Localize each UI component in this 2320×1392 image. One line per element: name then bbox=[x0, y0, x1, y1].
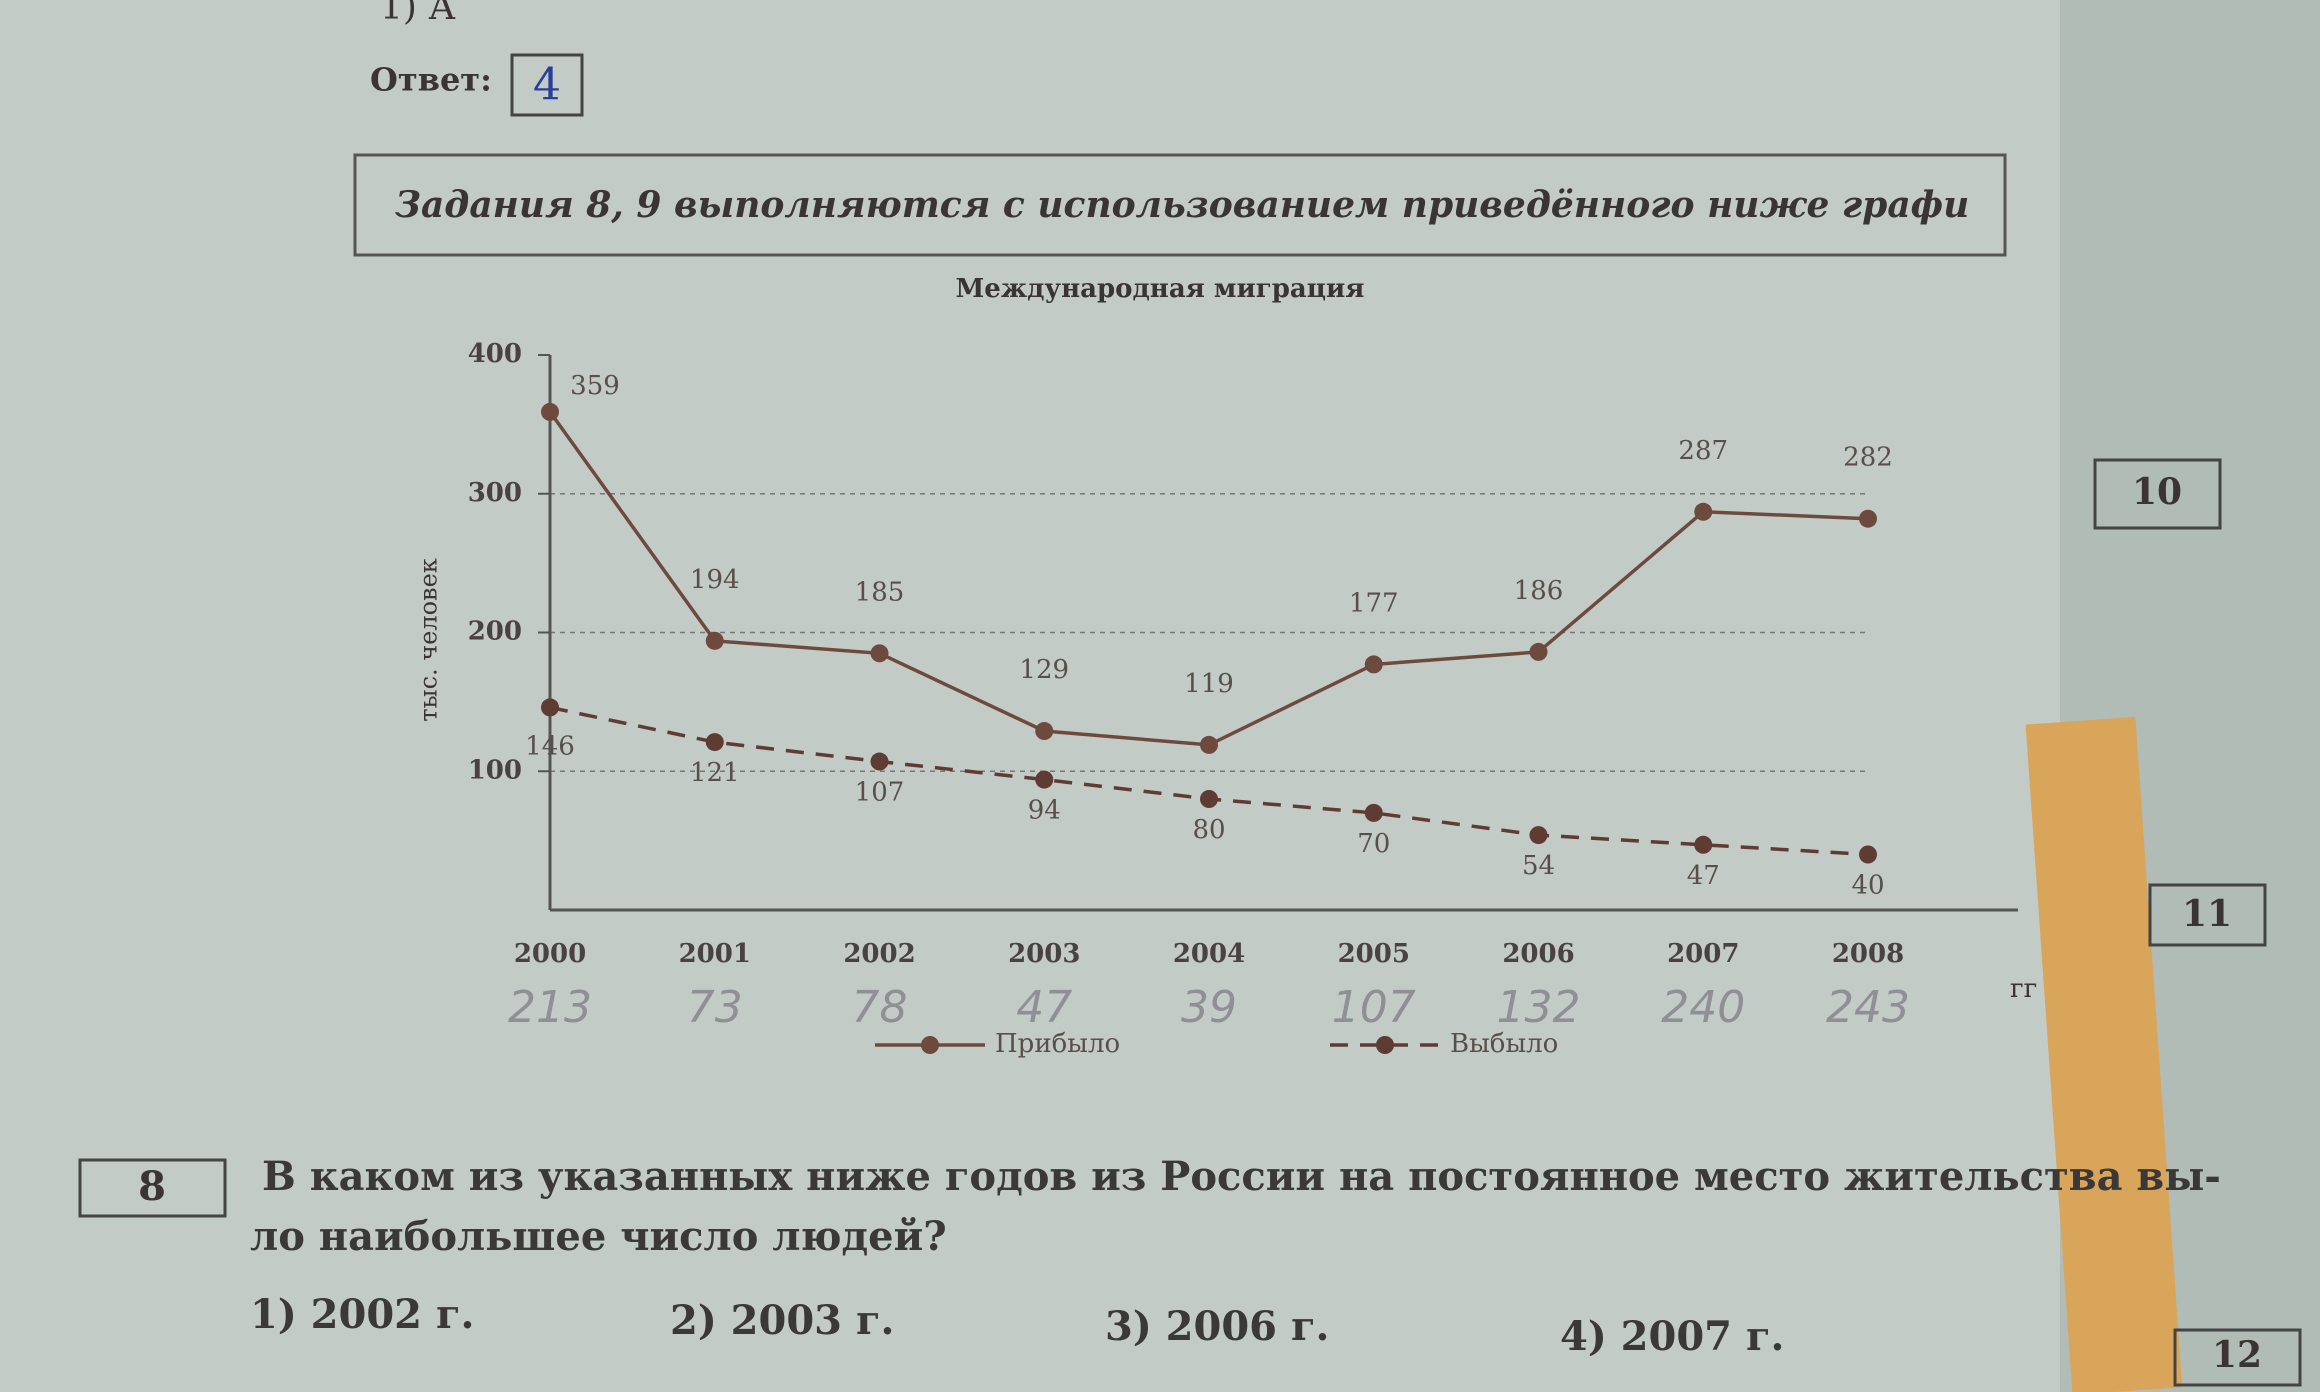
handwritten-note: 107 bbox=[1332, 982, 1416, 1033]
y-tick-label: 200 bbox=[468, 617, 522, 647]
handwritten-note: 132 bbox=[1497, 982, 1581, 1033]
side-number: 10 bbox=[2132, 471, 2182, 513]
side-box bbox=[2093, 458, 2222, 530]
data-label: 107 bbox=[855, 778, 905, 808]
legend-marker bbox=[921, 1036, 939, 1054]
data-point bbox=[1200, 735, 1218, 754]
x-tick-label: 2008 bbox=[1832, 939, 1904, 969]
data-label: 177 bbox=[1349, 588, 1399, 618]
y-tick-label: 300 bbox=[468, 478, 522, 508]
x-tick-label: 2004 bbox=[1173, 939, 1245, 969]
x-axis-label: гг bbox=[2010, 974, 2037, 1004]
data-point bbox=[870, 644, 889, 663]
data-label: 47 bbox=[1687, 861, 1720, 891]
handwritten-note: 47 bbox=[1016, 982, 1072, 1033]
y-tick-label: 100 bbox=[468, 755, 522, 785]
data-point bbox=[1859, 845, 1877, 864]
pencil bbox=[2025, 716, 2183, 1392]
x-tick-label: 2005 bbox=[1338, 939, 1410, 969]
x-tick-label: 2001 bbox=[679, 939, 751, 969]
prev-option: 1) А bbox=[380, 0, 456, 28]
handwritten-note: 39 bbox=[1181, 982, 1237, 1033]
data-point bbox=[541, 402, 559, 421]
question-text: В каком из указанных ниже годов из Росси… bbox=[262, 1153, 2221, 1200]
x-tick-label: 2002 bbox=[843, 939, 915, 969]
side-box bbox=[2148, 883, 2267, 947]
handwritten-note: 73 bbox=[687, 982, 743, 1033]
legend-label: Прибыло bbox=[995, 1029, 1120, 1059]
side-number: 12 bbox=[2212, 1334, 2262, 1376]
data-point bbox=[1200, 790, 1218, 808]
legend-label: Выбыло bbox=[1450, 1029, 1558, 1059]
data-label: 129 bbox=[1019, 655, 1069, 685]
data-point bbox=[1859, 509, 1877, 528]
handwritten-note: 240 bbox=[1661, 982, 1745, 1033]
y-tick-label: 400 bbox=[468, 339, 522, 369]
data-label: 80 bbox=[1192, 815, 1225, 845]
data-label: 121 bbox=[690, 758, 740, 788]
data-label: 287 bbox=[1678, 436, 1728, 466]
data-point bbox=[541, 698, 559, 717]
x-tick-label: 2000 bbox=[514, 939, 586, 969]
y-axis-label: тыс. человек bbox=[415, 558, 443, 722]
option: 2) 2003 г. bbox=[670, 1297, 894, 1344]
data-point bbox=[705, 733, 724, 752]
legend-marker bbox=[1376, 1036, 1394, 1054]
data-label: 146 bbox=[525, 731, 575, 761]
data-label: 194 bbox=[690, 565, 740, 595]
question-text: ло наибольшее число людей? bbox=[250, 1213, 947, 1260]
option: 3) 2006 г. bbox=[1105, 1303, 1329, 1350]
data-label: 119 bbox=[1184, 669, 1234, 699]
data-label: 70 bbox=[1357, 829, 1390, 859]
data-label: 185 bbox=[855, 577, 905, 607]
data-point bbox=[1035, 770, 1054, 789]
side-box bbox=[2173, 1328, 2302, 1387]
answer: 4 bbox=[533, 60, 561, 111]
data-point bbox=[1694, 502, 1713, 521]
data-label: 186 bbox=[1514, 576, 1564, 606]
data-point bbox=[1364, 655, 1383, 674]
x-tick-label: 2006 bbox=[1502, 939, 1574, 969]
answer-label: Ответ: bbox=[370, 61, 492, 99]
task-banner: Задания 8, 9 выполняются с использование… bbox=[395, 184, 1969, 226]
side-number: 11 bbox=[2182, 893, 2232, 935]
data-point bbox=[1529, 642, 1548, 661]
banner-box bbox=[353, 153, 2007, 257]
chart-title: Международная миграция bbox=[956, 274, 1365, 304]
data-label: 94 bbox=[1028, 796, 1061, 826]
data-point bbox=[705, 631, 724, 650]
handwritten-note: 213 bbox=[508, 982, 592, 1033]
handwritten-note: 78 bbox=[852, 982, 908, 1033]
option: 1) 2002 г. bbox=[250, 1291, 474, 1338]
data-label: 40 bbox=[1851, 871, 1884, 901]
data-point bbox=[1529, 826, 1548, 845]
answer-box bbox=[510, 53, 584, 117]
option: 4) 2007 г. bbox=[1560, 1313, 1784, 1360]
x-tick-label: 2003 bbox=[1008, 939, 1080, 969]
data-point bbox=[1694, 835, 1713, 854]
data-point bbox=[1035, 722, 1054, 741]
handwritten-note: 243 bbox=[1826, 982, 1910, 1033]
paper bbox=[0, 0, 2060, 1392]
data-label: 282 bbox=[1843, 443, 1893, 473]
data-point bbox=[1364, 803, 1383, 822]
question-number-box bbox=[78, 1158, 227, 1218]
data-label: 359 bbox=[570, 371, 620, 401]
data-point bbox=[870, 752, 889, 771]
question-number: 8 bbox=[138, 1163, 166, 1210]
x-tick-label: 2007 bbox=[1667, 939, 1739, 969]
data-label: 54 bbox=[1522, 851, 1555, 881]
